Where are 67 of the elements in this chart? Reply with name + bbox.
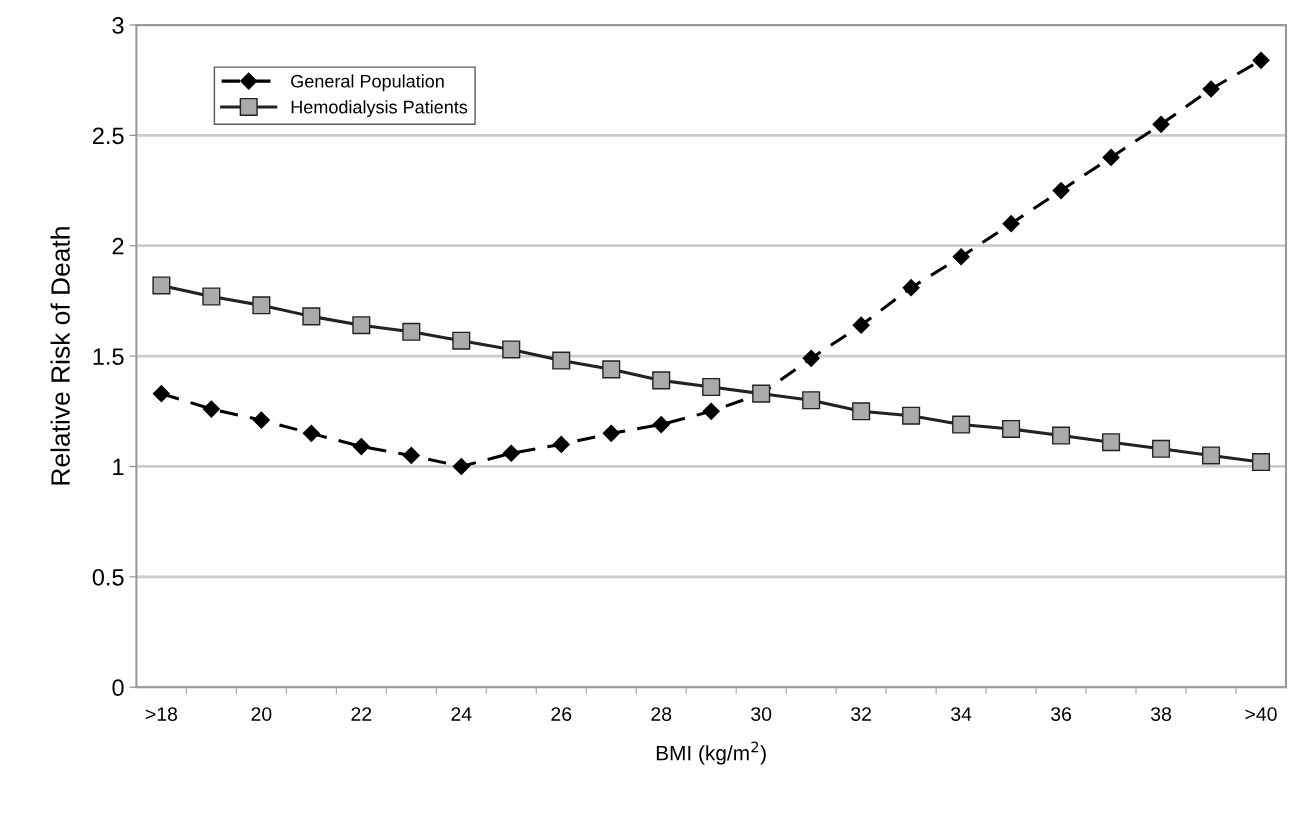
point: [202, 287, 221, 306]
point: [652, 371, 671, 390]
point: [1102, 433, 1121, 452]
x-tick-label: 24: [451, 707, 472, 721]
point: [702, 377, 721, 397]
point: [402, 322, 421, 341]
point: [552, 435, 570, 453]
point: [952, 248, 970, 266]
legend-label: General Population: [291, 74, 444, 92]
point: [1251, 453, 1271, 472]
y-tick-label: 2.5: [92, 127, 124, 145]
y-tick-label: 1: [113, 458, 124, 476]
x-tick-label: >18: [145, 707, 178, 721]
point: [1052, 426, 1071, 445]
point: [1052, 181, 1070, 200]
point: [602, 360, 621, 379]
point: [202, 400, 220, 418]
x-tick-label: >40: [1245, 707, 1277, 721]
point: [952, 415, 971, 434]
point: [402, 446, 420, 464]
point: [252, 296, 271, 315]
y-axis-title: Relative Risk of Death: [50, 227, 70, 485]
point: [502, 340, 521, 359]
x-tick-label: 32: [851, 707, 871, 721]
x-tick-label: 30: [751, 707, 772, 721]
point: [302, 424, 320, 442]
point: [152, 385, 170, 403]
point: [902, 406, 921, 425]
point: [852, 402, 871, 421]
point: [602, 424, 620, 442]
x-tick-label: 22: [351, 707, 372, 721]
x-tick-label: 36: [1051, 707, 1072, 721]
point: [652, 415, 670, 434]
y-tick-label: 0.5: [92, 568, 124, 586]
y-tick-label: 2: [112, 237, 124, 255]
point: [802, 391, 821, 410]
point: [352, 438, 370, 456]
point: [452, 457, 470, 476]
x-tick-label: 28: [651, 707, 672, 721]
point: [1202, 446, 1221, 465]
x-axis-title: BMI (kg/m$^{2}$): [656, 741, 766, 765]
x-tick-label: 38: [1150, 707, 1172, 721]
x-tick-label: 34: [951, 707, 972, 721]
point: [702, 402, 720, 420]
point: [552, 351, 571, 370]
point: [302, 307, 321, 326]
x-tick-label: 26: [551, 707, 572, 721]
point: [802, 349, 820, 367]
point: [1152, 439, 1171, 458]
point: [1152, 115, 1170, 133]
legend-label: Hemodialysis Patients: [291, 100, 468, 118]
point: [152, 276, 171, 295]
point: [1002, 419, 1021, 438]
y-tick-label: 1.5: [93, 348, 124, 365]
point: [1202, 80, 1220, 98]
point: [1252, 51, 1270, 69]
point: [1102, 148, 1120, 166]
point: [352, 316, 371, 335]
point: [902, 279, 920, 297]
point: [1002, 215, 1020, 233]
point: [452, 331, 471, 350]
point: [502, 444, 520, 462]
point: [252, 411, 270, 429]
y-tick-label: 3: [112, 17, 124, 34]
x-tick-label: 20: [251, 707, 272, 721]
y-tick-label: 0: [112, 679, 124, 697]
point: [852, 316, 870, 334]
